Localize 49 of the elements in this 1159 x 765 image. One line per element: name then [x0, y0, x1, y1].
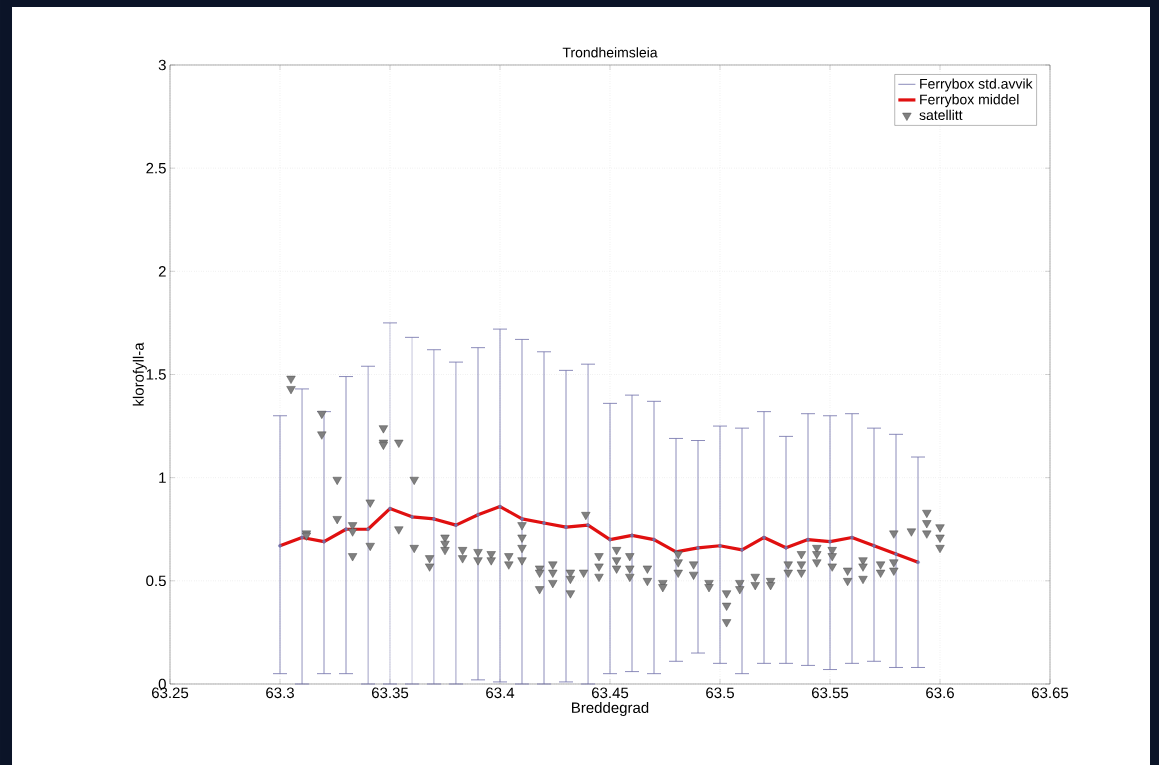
point — [762, 535, 766, 540]
x-axis-title: Breddegrad — [572, 702, 649, 716]
x-tick-label: 63.65 — [1032, 687, 1069, 699]
point — [322, 539, 326, 544]
point — [278, 543, 282, 548]
point — [916, 560, 920, 565]
point — [542, 521, 546, 525]
x-tick-label: 63.35 — [372, 687, 409, 699]
point — [300, 535, 304, 540]
x-tick-label: 63.55 — [812, 687, 849, 699]
point — [784, 546, 788, 550]
x-tick-label: 63.45 — [592, 687, 629, 699]
point — [454, 523, 458, 527]
point — [696, 546, 700, 550]
legend-label: Ferrybox middel — [920, 94, 1019, 108]
point — [432, 517, 436, 521]
x-tick-label: 63.5 — [706, 687, 734, 699]
y-tick-label: 1 — [159, 472, 166, 483]
point — [344, 527, 348, 532]
y-tick-label: 1.5 — [146, 369, 166, 380]
y-axis-title: klorofyll-a — [132, 342, 147, 406]
y-tick-label: 2 — [158, 266, 166, 277]
point — [872, 543, 876, 548]
point — [740, 548, 744, 552]
point — [476, 512, 480, 517]
legend-label: satellitt — [919, 109, 963, 121]
legend-label: Ferrybox std.avvik — [920, 78, 1033, 92]
point — [652, 537, 656, 542]
point — [630, 533, 634, 538]
point — [718, 543, 722, 548]
point — [410, 515, 414, 519]
y-tick-label: 2.5 — [146, 162, 166, 174]
chart-title: Trondheimsleia — [562, 47, 658, 58]
point — [894, 552, 898, 556]
point — [520, 517, 524, 521]
point — [850, 535, 854, 540]
point — [388, 506, 392, 511]
point — [806, 537, 810, 542]
x-tick-label: 63.3 — [266, 687, 294, 699]
x-tick-label: 63.4 — [486, 687, 515, 699]
y-tick-label: 3 — [158, 59, 166, 71]
point — [498, 504, 502, 509]
point — [564, 525, 568, 529]
point — [586, 523, 590, 527]
point — [366, 527, 370, 532]
point — [608, 537, 612, 542]
x-tick-label: 63.6 — [926, 687, 954, 699]
y-tick-label: 0.5 — [146, 575, 166, 587]
point — [828, 539, 832, 544]
